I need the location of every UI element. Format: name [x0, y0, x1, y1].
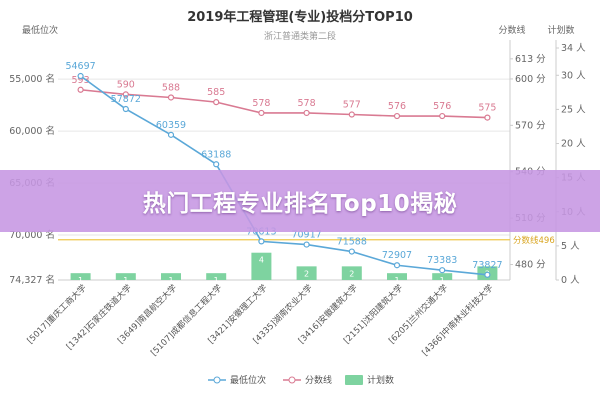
legend-plan-label: 计划数: [367, 374, 394, 386]
plan-bar-label: 1: [440, 276, 445, 285]
plan-bar-label: 1: [394, 276, 399, 285]
score-tick-label: 613 分: [515, 54, 546, 65]
score-tick-label: 570 分: [515, 120, 546, 131]
score-point: [167, 94, 175, 101]
rank-label: 73383: [427, 255, 457, 266]
left-tick-label: 60,000 名: [9, 125, 55, 137]
category-label: [5107]成都信息工程大学: [148, 282, 224, 358]
plan-tick-label: 34 人: [561, 43, 586, 54]
plan-tick-label: 5 人: [561, 241, 580, 252]
plan-tick-label: 30 人: [561, 70, 586, 81]
plan-bar: [251, 252, 272, 280]
rank-point: [213, 161, 220, 168]
plan-bar: [341, 266, 362, 280]
plan-tick-label: 25 人: [561, 104, 586, 115]
plan-bar-label: 1: [214, 276, 219, 285]
plan-bar: [206, 273, 227, 280]
score-line: [80, 88, 488, 119]
rank-point: [303, 241, 310, 248]
plan-bar-label: 4: [259, 256, 264, 265]
plan-bar: [115, 273, 136, 280]
left-tick-label: 74,327 名: [9, 274, 55, 286]
rank-point: [393, 262, 401, 269]
rank-point: [439, 267, 446, 274]
rank-point: [484, 271, 491, 278]
rank-point: [258, 238, 265, 245]
chart-title: 2019年工程管理(专业)投档分TOP10: [187, 9, 413, 25]
plan-bar-label: 2: [304, 269, 309, 278]
rank-label: 57872: [111, 94, 141, 105]
legend-plan-swatch: [345, 375, 363, 385]
plan-bar-label: 1: [123, 276, 128, 285]
score-point: [303, 109, 310, 117]
score-label: 575: [478, 103, 496, 114]
plan-bar-label: 2: [349, 269, 354, 278]
rank-label: 60359: [156, 120, 186, 131]
score-tick-label: 600 分: [515, 74, 546, 85]
score-label: 578: [298, 98, 316, 109]
plan-tick-label: 20 人: [561, 139, 586, 150]
score-axis-title: 分数线: [498, 24, 525, 36]
legend-rank-label: 最低位次: [230, 374, 266, 386]
score-label: 588: [162, 82, 180, 93]
score-label: 593: [72, 75, 90, 86]
score-point: [439, 112, 446, 120]
rank-point: [167, 131, 175, 138]
plan-bar: [432, 273, 453, 280]
plan-bar-label: 1: [168, 276, 173, 285]
rank-label: 63188: [201, 149, 231, 160]
score-point: [77, 86, 84, 93]
chart-subtitle: 浙江普通类第二段: [264, 30, 336, 42]
rank-label: 73827: [472, 260, 502, 271]
score-label: 578: [252, 98, 270, 109]
rank-label: 72907: [382, 250, 412, 261]
plan-bar: [296, 266, 317, 280]
score-label: 576: [433, 101, 451, 112]
rank-point: [77, 72, 84, 80]
plan-tick-label: 0 人: [561, 275, 580, 286]
rank-label: 70917: [291, 230, 321, 241]
score-label: 576: [388, 101, 406, 112]
score-label: 577: [343, 100, 361, 111]
score-tick-label: 480 分: [515, 260, 546, 271]
plan-bar: [161, 273, 181, 280]
rank-point: [348, 248, 355, 255]
plan-bar: [70, 273, 91, 280]
legend-rank-marker: [213, 376, 221, 384]
legend-score-label: 分数线: [305, 374, 332, 386]
plan-bar: [387, 273, 407, 280]
overlay-banner: 热门工程专业排名Top10揭秘: [0, 170, 600, 232]
score-point: [122, 91, 129, 98]
banner-text: 热门工程专业排名Top10揭秘: [142, 191, 458, 217]
rank-point: [122, 105, 129, 113]
score-point: [213, 99, 220, 106]
plan-bar-label: 1: [78, 276, 83, 285]
score-point: [348, 111, 355, 118]
plan-axis-title: 计划数: [547, 24, 574, 36]
score-point: [484, 114, 491, 121]
left-axis-title: 最低位次: [22, 24, 58, 36]
score-point: [393, 112, 401, 120]
category-label: [4366]中南林业科技大学: [420, 282, 496, 358]
left-tick-label: 70,000 名: [9, 229, 55, 241]
rank-label: 54697: [65, 61, 95, 72]
rank-line: [80, 75, 488, 276]
score-label: 585: [207, 87, 225, 98]
score-point: [258, 109, 265, 117]
rank-label: 71588: [337, 237, 367, 248]
reference-line-label: 分数线496: [513, 235, 555, 246]
legend-score-marker: [288, 376, 296, 384]
left-tick-label: 55,000 名: [9, 73, 55, 85]
score-label: 590: [117, 79, 135, 90]
